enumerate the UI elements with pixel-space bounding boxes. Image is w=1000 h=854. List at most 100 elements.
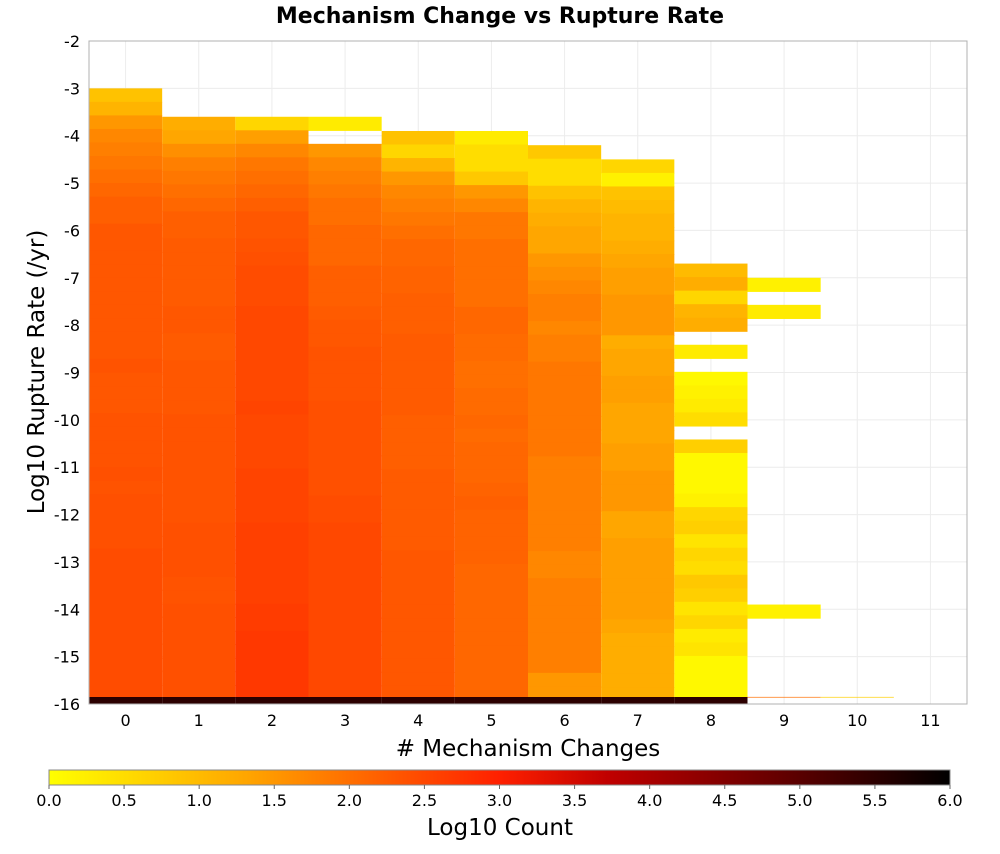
heatmap-cell	[89, 372, 163, 387]
heatmap-cell	[528, 226, 602, 241]
heatmap-cell	[89, 413, 163, 428]
heatmap-cell	[89, 656, 163, 671]
heatmap-cell	[235, 116, 309, 131]
heatmap-cell	[454, 306, 528, 321]
heatmap-cell	[454, 158, 528, 173]
heatmap-cell	[381, 469, 455, 484]
heatmap-cell	[162, 306, 236, 321]
heatmap-cell	[89, 521, 163, 536]
y-tick-label: -13	[54, 553, 80, 572]
heatmap-cell	[162, 455, 236, 470]
heatmap-cell	[454, 428, 528, 443]
heatmap-cell	[235, 373, 309, 388]
heatmap-cell	[674, 697, 748, 704]
heatmap-cell	[601, 240, 675, 255]
heatmap-cell	[747, 604, 821, 619]
heatmap-cell	[601, 159, 675, 174]
heatmap-cell	[381, 697, 455, 704]
heatmap-cell	[747, 696, 821, 698]
heatmap-cell	[381, 604, 455, 619]
heatmap-cell	[528, 551, 602, 566]
colorbar-tick-label: 5.0	[787, 791, 812, 810]
heatmap-cell	[381, 631, 455, 646]
heatmap-cell	[235, 184, 309, 199]
heatmap-cell	[308, 225, 382, 240]
heatmap-cell	[528, 280, 602, 295]
heatmap-cell	[528, 307, 602, 322]
heatmap-cell	[162, 184, 236, 199]
heatmap-cell	[89, 210, 163, 225]
y-tick-label: -11	[54, 458, 80, 477]
heatmap-cell	[89, 616, 163, 631]
colorbar-tick-label: 3.5	[562, 791, 587, 810]
heatmap-cell	[235, 468, 309, 483]
heatmap-cell	[89, 453, 163, 468]
heatmap-cell	[528, 537, 602, 552]
heatmap-cell	[162, 360, 236, 375]
heatmap-cell	[381, 320, 455, 335]
heatmap-cell	[89, 643, 163, 658]
heatmap-cell	[162, 603, 236, 618]
heatmap-cell	[89, 575, 163, 590]
heatmap-cell	[89, 128, 163, 144]
x-tick-label: 5	[486, 711, 496, 730]
heatmap-cell	[601, 632, 675, 648]
colorbar-tick-label: 3.0	[487, 791, 512, 810]
x-tick-label: 9	[779, 711, 789, 730]
heatmap-cell	[308, 346, 382, 361]
heatmap-cell	[308, 671, 382, 686]
heatmap-cell	[601, 646, 675, 661]
heatmap-cell	[162, 238, 236, 253]
heatmap-cell	[528, 578, 602, 593]
heatmap-cell	[235, 143, 309, 158]
heatmap-cell	[162, 576, 236, 591]
heatmap-cell	[528, 361, 602, 376]
x-tick-label: 6	[559, 711, 569, 730]
heatmap-cell	[235, 252, 309, 267]
heatmap-cell	[235, 387, 309, 402]
heatmap-cell	[454, 496, 528, 511]
heatmap-cell	[89, 318, 163, 333]
heatmap-cell	[528, 442, 602, 457]
x-tick-label: 1	[194, 711, 204, 730]
heatmap-cell	[381, 158, 455, 173]
heatmap-cell	[454, 198, 528, 213]
heatmap-cell	[381, 388, 455, 403]
heatmap-cell	[528, 145, 602, 160]
heatmap-cell	[162, 685, 236, 698]
heatmap-cell	[308, 603, 382, 618]
heatmap-cell	[89, 670, 163, 685]
heatmap-cell	[674, 507, 748, 522]
heatmap-cell	[381, 482, 455, 497]
heatmap-cell	[89, 602, 163, 617]
heatmap-cell	[162, 400, 236, 416]
x-axis-label: # Mechanism Changes	[396, 736, 661, 762]
heatmap-cell	[528, 483, 602, 498]
heatmap-cell	[454, 550, 528, 565]
heatmap-cell	[162, 536, 236, 551]
heatmap-cell	[308, 644, 382, 659]
y-tick-label: -6	[64, 221, 80, 240]
x-tick-label: 7	[633, 711, 643, 730]
heatmap-cell	[381, 266, 455, 281]
heatmap-cell	[601, 551, 675, 566]
heatmap-cell	[601, 172, 675, 188]
heatmap-cell	[601, 660, 675, 675]
plot-frame	[88, 40, 968, 705]
heatmap-cell	[601, 697, 675, 704]
heatmap-cell	[308, 590, 382, 605]
heatmap-cell	[454, 374, 528, 389]
heatmap-cell	[308, 522, 382, 537]
heatmap-cell	[381, 509, 455, 524]
heatmap-cell	[601, 565, 675, 580]
heatmap-cell	[674, 385, 748, 400]
heatmap-cell	[235, 360, 309, 375]
heatmap-cell	[235, 170, 309, 186]
colorbar-tick-label: 2.0	[337, 791, 362, 810]
heatmap-cell	[162, 644, 236, 659]
heatmap-cell	[308, 414, 382, 429]
heatmap-cell	[528, 212, 602, 227]
x-tick-label: 8	[706, 711, 716, 730]
heatmap-cell	[235, 279, 309, 294]
